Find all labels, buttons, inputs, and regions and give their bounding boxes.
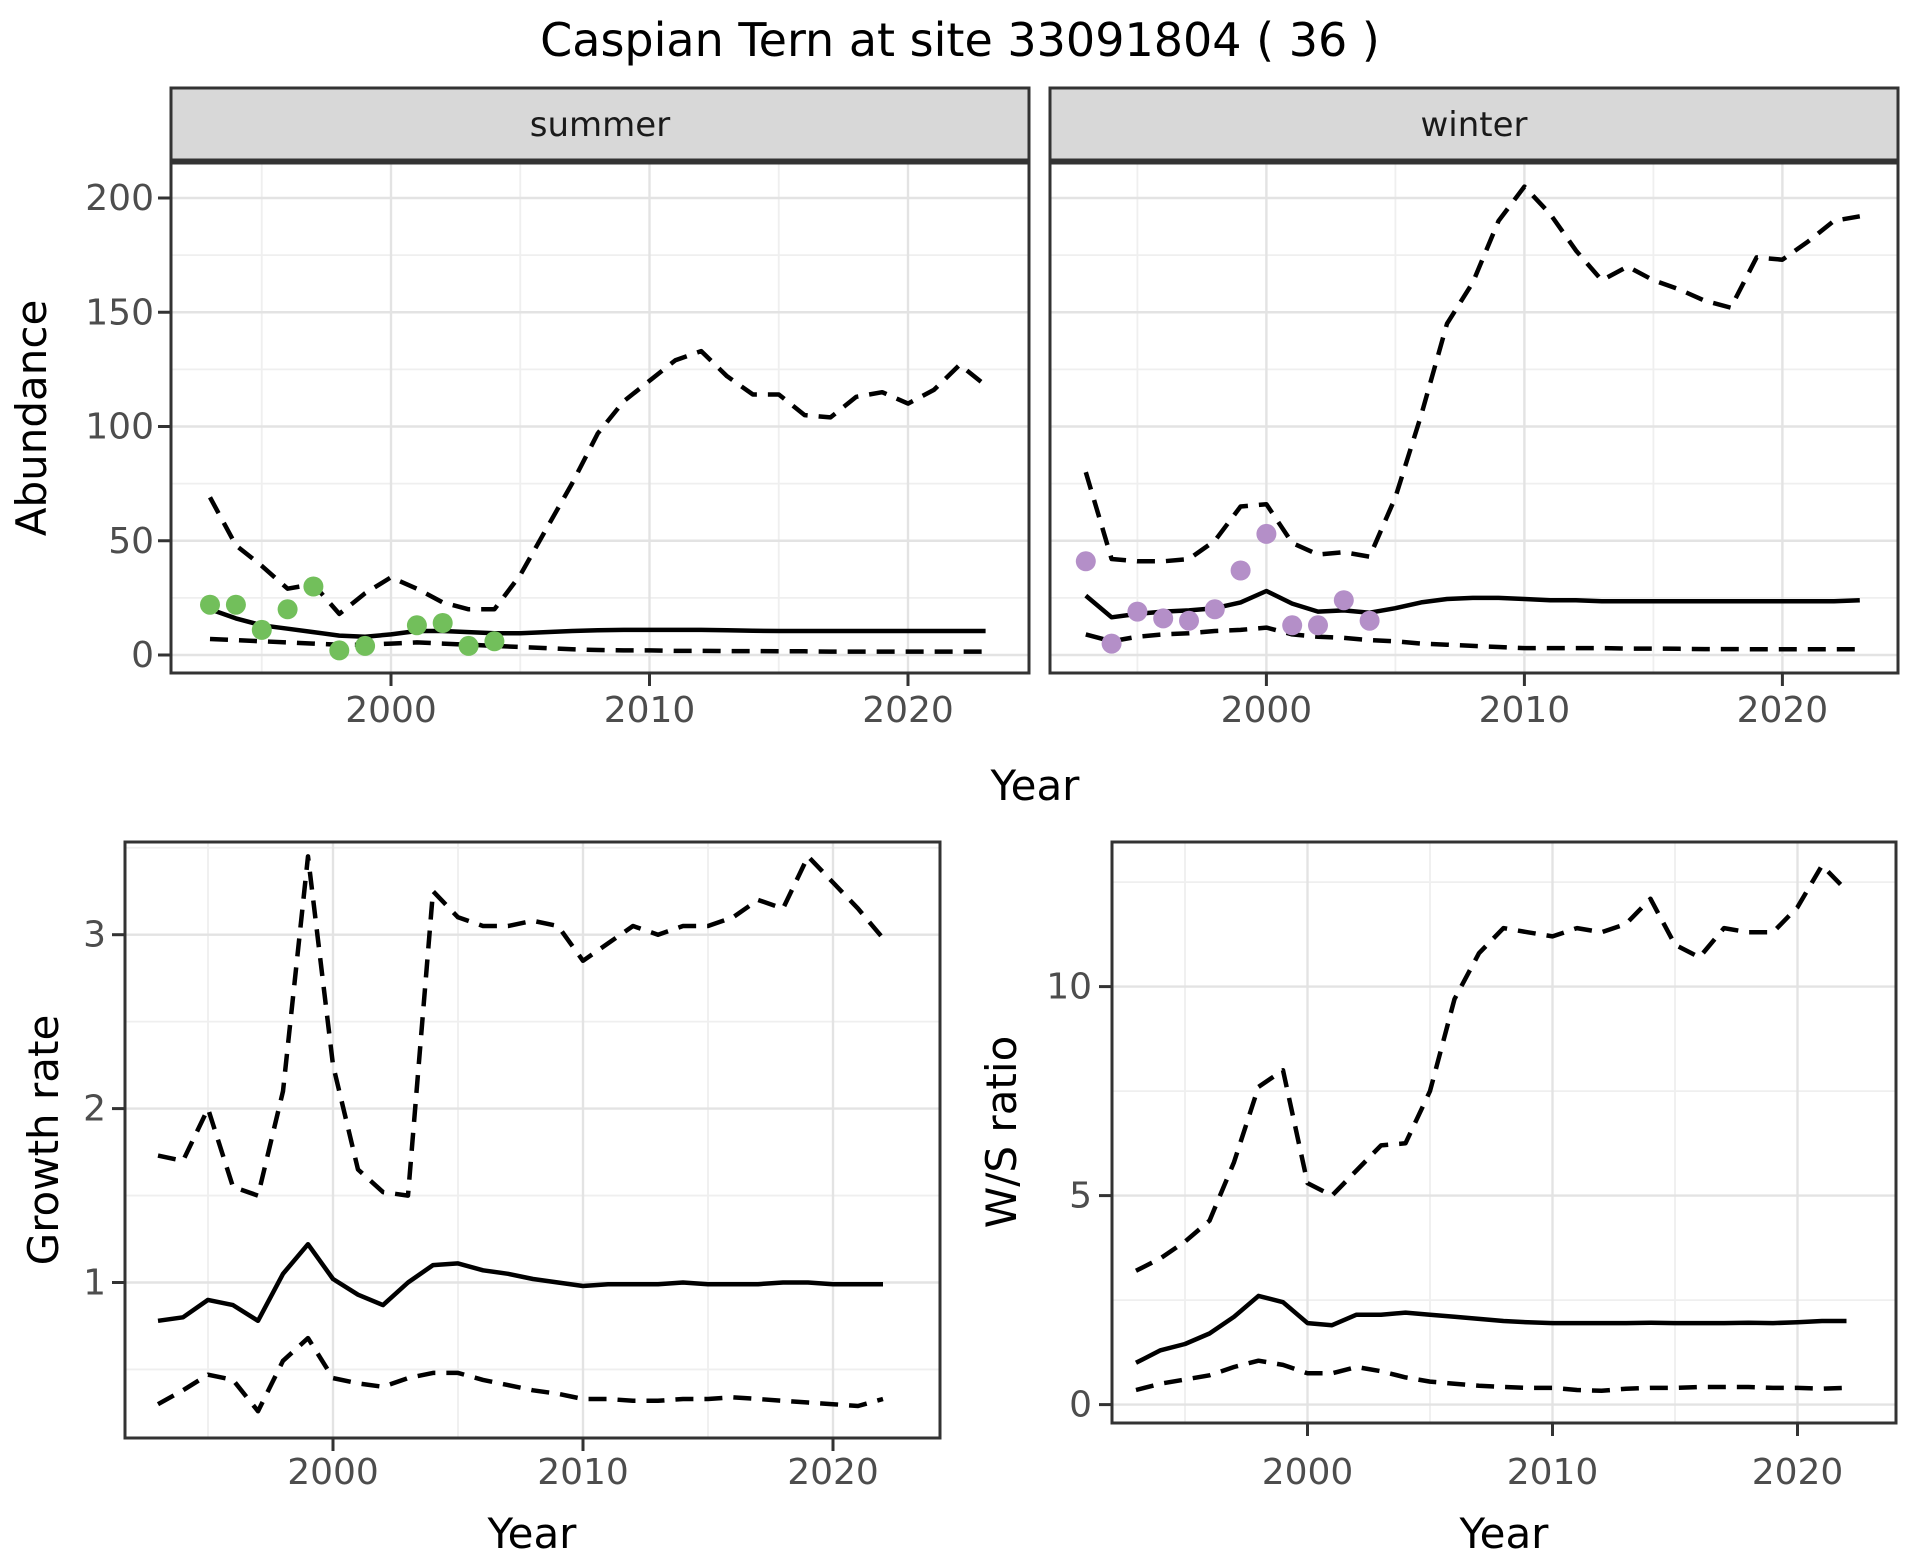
observation-point bbox=[406, 615, 427, 636]
panel-abundance-winter: 2000 2010 2020 bbox=[1048, 86, 1900, 731]
panel-abundance-summer: 2000 2010 2020 0 50 100 150 200 bbox=[85, 86, 1031, 731]
x-tick-label: 2020 bbox=[1737, 690, 1829, 731]
ws-xaxis-title: Year bbox=[1459, 1509, 1550, 1558]
observation-point bbox=[1127, 601, 1148, 622]
observation-point bbox=[1308, 615, 1328, 636]
observation-point bbox=[1230, 560, 1251, 581]
y-tick-label: 5 bbox=[1069, 1176, 1092, 1217]
observation-point bbox=[1256, 523, 1277, 544]
observation-point bbox=[1282, 615, 1303, 636]
y-tick-label: 3 bbox=[83, 915, 106, 956]
x-tick-label: 2020 bbox=[787, 1452, 879, 1493]
observation-point bbox=[200, 594, 220, 615]
y-tick-label: 150 bbox=[85, 292, 154, 333]
observation-point bbox=[432, 613, 453, 633]
lower_ci-line bbox=[1085, 625, 1860, 652]
panel-border bbox=[1048, 161, 1900, 675]
top-xaxis-title: Year bbox=[990, 761, 1081, 810]
y-tick-label: 0 bbox=[131, 635, 154, 676]
panel-border bbox=[1110, 840, 1898, 1425]
observation-point bbox=[1359, 610, 1380, 631]
y-tick-label: 2 bbox=[83, 1089, 106, 1130]
observation-point bbox=[1204, 599, 1225, 620]
facet-strip bbox=[1048, 86, 1900, 162]
observation-point bbox=[484, 631, 505, 652]
observation-point bbox=[277, 599, 298, 620]
panel-ws-ratio: 2000 2010 2020 0 5 10 bbox=[1046, 840, 1898, 1493]
upper_ci-line bbox=[208, 348, 988, 617]
observation-point bbox=[1333, 590, 1354, 611]
observation-point bbox=[1179, 610, 1199, 631]
upper_ci-line bbox=[157, 854, 885, 1198]
x-tick-label: 2000 bbox=[287, 1452, 379, 1493]
x-tick-label: 2020 bbox=[1752, 1452, 1844, 1493]
y-tick-label: 50 bbox=[108, 521, 154, 562]
y-tick-label: 0 bbox=[1069, 1385, 1092, 1426]
observation-point bbox=[355, 635, 376, 656]
growth-rate-axis-title: Growth rate bbox=[19, 1015, 68, 1266]
figure-title: Caspian Tern at site 33091804 ( 36 ) bbox=[540, 13, 1380, 67]
facet-strip bbox=[169, 86, 1031, 162]
observation-point bbox=[251, 619, 272, 640]
y-tick-label: 200 bbox=[85, 178, 154, 219]
facet-label-summer: summer bbox=[530, 105, 670, 145]
x-tick-label: 2000 bbox=[1221, 690, 1313, 731]
x-tick-label: 2010 bbox=[537, 1452, 629, 1493]
observation-point bbox=[225, 594, 246, 615]
abundance-axis-title: Abundance bbox=[7, 300, 56, 537]
lower_ci-line bbox=[1135, 1358, 1847, 1394]
observation-point bbox=[458, 635, 479, 656]
y-tick-label: 1 bbox=[83, 1263, 106, 1304]
panel-border bbox=[123, 840, 942, 1440]
y-tick-label: 100 bbox=[85, 407, 154, 448]
median-line bbox=[209, 607, 986, 639]
x-tick-label: 2000 bbox=[345, 690, 437, 731]
upper_ci-line bbox=[1134, 863, 1849, 1273]
panel-border bbox=[169, 161, 1031, 675]
facet-label-winter: winter bbox=[1420, 105, 1527, 145]
median-line bbox=[157, 1241, 883, 1324]
observation-point bbox=[1153, 608, 1174, 629]
panel-background bbox=[1050, 163, 1898, 673]
x-tick-label: 2010 bbox=[1507, 1452, 1599, 1493]
x-tick-label: 2000 bbox=[1262, 1452, 1354, 1493]
y-tick-label: 10 bbox=[1046, 967, 1092, 1008]
observation-point bbox=[1101, 633, 1122, 654]
x-tick-label: 2020 bbox=[862, 690, 954, 731]
observation-point bbox=[303, 576, 324, 597]
observation-point bbox=[329, 640, 350, 661]
growth-xaxis-title: Year bbox=[487, 1509, 578, 1558]
panel-background bbox=[125, 842, 940, 1438]
observation-point bbox=[1075, 551, 1096, 572]
x-tick-label: 2010 bbox=[604, 690, 696, 731]
median-line bbox=[1134, 1293, 1847, 1365]
panel-background bbox=[171, 163, 1029, 673]
panel-growth-rate: 2000 2010 2020 1 2 3 bbox=[83, 840, 942, 1493]
lower_ci-line bbox=[156, 1335, 884, 1414]
x-tick-label: 2010 bbox=[1479, 690, 1571, 731]
ws-ratio-axis-title: W/S ratio bbox=[977, 1036, 1026, 1229]
